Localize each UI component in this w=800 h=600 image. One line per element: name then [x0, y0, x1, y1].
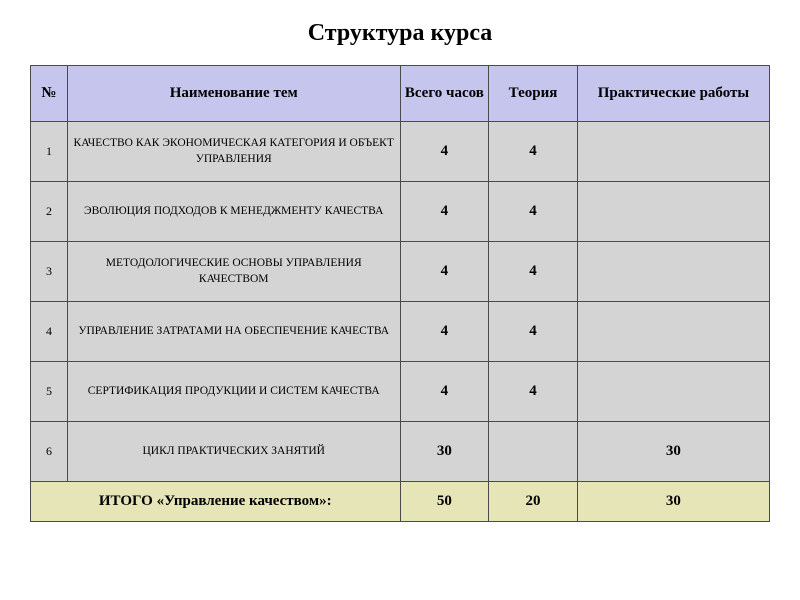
header-num: №	[31, 66, 68, 122]
cell-theory: 4	[489, 242, 578, 302]
header-total: Всего часов	[400, 66, 489, 122]
cell-practice	[577, 242, 769, 302]
table-row: 5СЕРТИФИКАЦИЯ ПРОДУКЦИИ И СИСТЕМ КАЧЕСТВ…	[31, 362, 770, 422]
cell-num: 1	[31, 122, 68, 182]
cell-name: СЕРТИФИКАЦИЯ ПРОДУКЦИИ И СИСТЕМ КАЧЕСТВА	[67, 362, 400, 422]
cell-total: 30	[400, 422, 489, 482]
cell-name: УПРАВЛЕНИЕ ЗАТРАТАМИ НА ОБЕСПЕЧЕНИЕ КАЧЕ…	[67, 302, 400, 362]
table-row: 3МЕТОДОЛОГИЧЕСКИЕ ОСНОВЫ УПРАВЛЕНИЯ КАЧЕ…	[31, 242, 770, 302]
table-body: 1КАЧЕСТВО КАК ЭКОНОМИЧЕСКАЯ КАТЕГОРИЯ И …	[31, 122, 770, 522]
cell-name: ЭВОЛЮЦИЯ ПОДХОДОВ К МЕНЕДЖМЕНТУ КАЧЕСТВА	[67, 182, 400, 242]
footer-theory: 20	[489, 482, 578, 522]
cell-num: 5	[31, 362, 68, 422]
cell-num: 4	[31, 302, 68, 362]
header-theory: Теория	[489, 66, 578, 122]
cell-name: ЦИКЛ ПРАКТИЧЕСКИХ ЗАНЯТИЙ	[67, 422, 400, 482]
cell-num: 2	[31, 182, 68, 242]
cell-theory: 4	[489, 362, 578, 422]
header-practice: Практические работы	[577, 66, 769, 122]
cell-practice	[577, 182, 769, 242]
cell-theory: 4	[489, 182, 578, 242]
cell-practice: 30	[577, 422, 769, 482]
cell-practice	[577, 362, 769, 422]
cell-total: 4	[400, 302, 489, 362]
header-name: Наименование тем	[67, 66, 400, 122]
table-row: 2ЭВОЛЮЦИЯ ПОДХОДОВ К МЕНЕДЖМЕНТУ КАЧЕСТВ…	[31, 182, 770, 242]
cell-num: 6	[31, 422, 68, 482]
table-row: 1КАЧЕСТВО КАК ЭКОНОМИЧЕСКАЯ КАТЕГОРИЯ И …	[31, 122, 770, 182]
cell-practice	[577, 302, 769, 362]
course-structure-table: № Наименование тем Всего часов Теория Пр…	[30, 65, 770, 522]
cell-practice	[577, 122, 769, 182]
table-row: 4УПРАВЛЕНИЕ ЗАТРАТАМИ НА ОБЕСПЕЧЕНИЕ КАЧ…	[31, 302, 770, 362]
cell-total: 4	[400, 182, 489, 242]
cell-name: КАЧЕСТВО КАК ЭКОНОМИЧЕСКАЯ КАТЕГОРИЯ И О…	[67, 122, 400, 182]
page-title: Структура курса	[30, 20, 770, 47]
cell-total: 4	[400, 242, 489, 302]
cell-num: 3	[31, 242, 68, 302]
footer-label: ИТОГО «Управление качеством»:	[31, 482, 401, 522]
cell-name: МЕТОДОЛОГИЧЕСКИЕ ОСНОВЫ УПРАВЛЕНИЯ КАЧЕС…	[67, 242, 400, 302]
cell-total: 4	[400, 122, 489, 182]
cell-theory	[489, 422, 578, 482]
footer-total: 50	[400, 482, 489, 522]
table-header-row: № Наименование тем Всего часов Теория Пр…	[31, 66, 770, 122]
table-footer-row: ИТОГО «Управление качеством»:502030	[31, 482, 770, 522]
footer-practice: 30	[577, 482, 769, 522]
table-row: 6ЦИКЛ ПРАКТИЧЕСКИХ ЗАНЯТИЙ3030	[31, 422, 770, 482]
cell-theory: 4	[489, 302, 578, 362]
cell-theory: 4	[489, 122, 578, 182]
cell-total: 4	[400, 362, 489, 422]
